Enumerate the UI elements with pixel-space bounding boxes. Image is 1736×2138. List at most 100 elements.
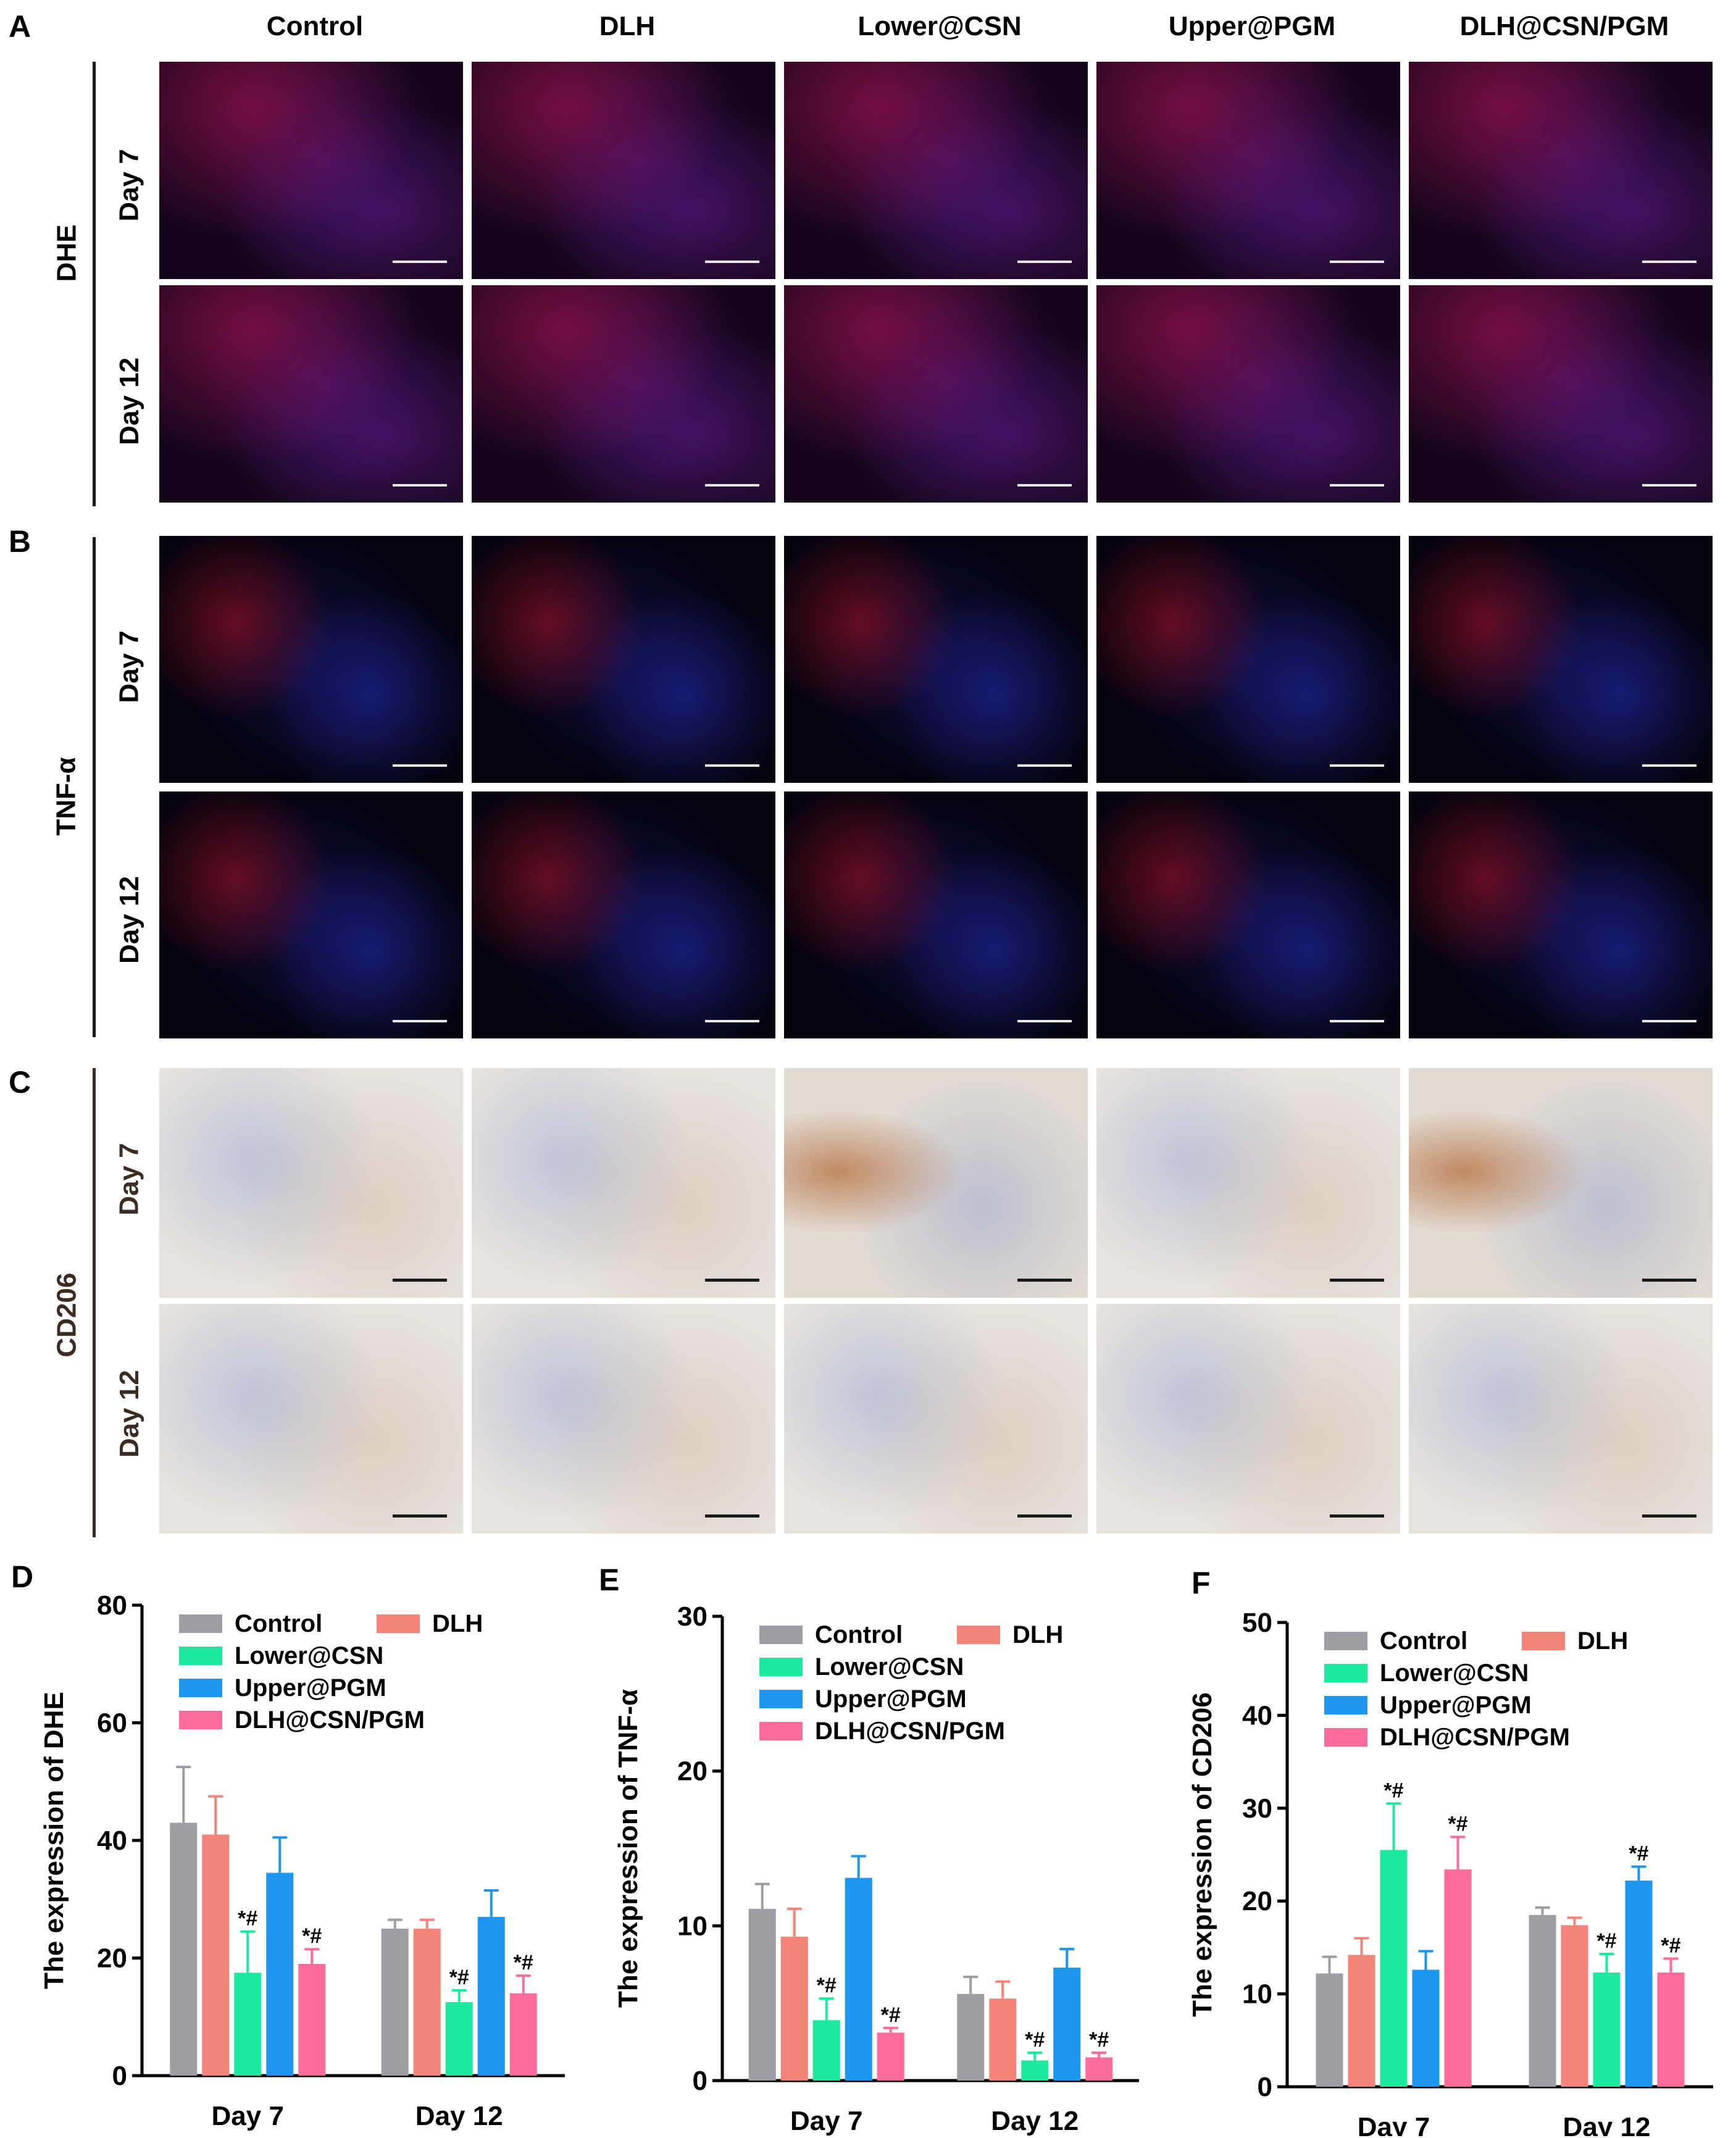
scale-bar xyxy=(1330,1514,1384,1518)
bar xyxy=(445,2002,473,2076)
y-tick-label: 10 xyxy=(677,1911,707,1941)
bar xyxy=(170,1823,198,2076)
bar xyxy=(413,1928,441,2076)
x-tick-label: Day 12 xyxy=(1563,2112,1651,2136)
chart-cd206: 0 10 20 30 40 50 The expression of CD206 Day 7 *… xyxy=(1187,1608,1713,2136)
significance-label: *# xyxy=(238,1907,257,1931)
significance-label: *# xyxy=(1025,2028,1045,2052)
bar xyxy=(234,1973,262,2076)
cd206-image-control-day12 xyxy=(159,1304,463,1534)
significance-label: *# xyxy=(514,1951,533,1974)
stain-label-cd206: CD206 xyxy=(51,1272,81,1358)
stain-label-tnf: TNF-α xyxy=(51,757,82,836)
panel-letter-d: D xyxy=(11,1560,34,1594)
legend-swatch xyxy=(759,1658,803,1676)
legend-label: DLH xyxy=(1577,1627,1628,1655)
column-header-dlh: DLH xyxy=(599,11,656,41)
scale-bar xyxy=(393,1514,447,1518)
scale-bar xyxy=(393,764,447,767)
significance-label: *# xyxy=(1089,2028,1109,2052)
panel-letter-b: B xyxy=(9,524,31,559)
legend-label: Upper@PGM xyxy=(235,1674,386,1702)
tnf-image-upper-pgm-day7 xyxy=(1096,536,1400,783)
dhe-image-lower-csn-day7 xyxy=(784,62,1088,279)
panel-letter-f: F xyxy=(1191,1566,1211,1600)
scale-bar xyxy=(1330,764,1384,767)
tnf-image-dlh-csn-pgm-day7 xyxy=(1409,536,1713,783)
y-tick-label: 20 xyxy=(1242,1886,1272,1916)
bar xyxy=(1316,1973,1343,2087)
bar xyxy=(381,1928,409,2076)
row-label-c-day7: Day 7 xyxy=(114,1143,145,1216)
legend-label: Upper@PGM xyxy=(1380,1692,1532,1719)
scale-bar xyxy=(1017,1514,1072,1518)
panel-letter-e: E xyxy=(599,1563,620,1597)
bar xyxy=(1412,1969,1440,2087)
group-divider-tnf xyxy=(93,537,96,1037)
row-label-c-day12: Day 12 xyxy=(114,1370,145,1458)
stain-label-dhe: DHE xyxy=(51,224,81,282)
scale-bar xyxy=(1330,484,1384,486)
legend-swatch xyxy=(759,1722,803,1740)
dhe-image-dlh-csn-pgm-day12 xyxy=(1409,285,1713,503)
legend-label: DLH@CSN/PGM xyxy=(1380,1724,1570,1751)
y-tick-label: 0 xyxy=(693,2066,707,2096)
chart-dhe: 0 20 40 60 80 The expression of DHE Day 7 *# *# D… xyxy=(39,1590,565,2131)
legend-label: DLH xyxy=(432,1610,483,1637)
legend-label: Upper@PGM xyxy=(815,1685,967,1713)
bar xyxy=(477,1916,505,2076)
group-divider-cd206 xyxy=(93,1068,96,1537)
tnf-image-dlh-csn-pgm-day12 xyxy=(1409,791,1713,1038)
bar xyxy=(877,2032,904,2081)
row-label-b-day7: Day 7 xyxy=(114,630,145,703)
cd206-image-dlh-day7 xyxy=(472,1068,775,1298)
dhe-image-dlh-csn-pgm-day7 xyxy=(1409,62,1713,279)
row-label-a-day12: Day 12 xyxy=(114,357,145,445)
cd206-image-control-day7 xyxy=(159,1068,463,1298)
bar xyxy=(780,1936,808,2081)
legend-label: DLH@CSN/PGM xyxy=(235,1706,425,1734)
chart-tnf: 0 10 20 30 The expression of TNF-α Day 7 *# *# D… xyxy=(613,1601,1139,2136)
column-header-control: Control xyxy=(266,11,364,41)
dhe-image-control-day12 xyxy=(159,285,463,503)
y-tick-label: 40 xyxy=(1242,1700,1272,1731)
tnf-image-control-day7 xyxy=(159,536,463,783)
legend-swatch xyxy=(179,1711,222,1729)
legend-swatch xyxy=(179,1679,222,1697)
tnf-image-dlh-day7 xyxy=(472,536,775,783)
scale-bar xyxy=(1017,1020,1072,1022)
legend-swatch xyxy=(1324,1728,1367,1747)
legend-label: DLH@CSN/PGM xyxy=(815,1718,1005,1745)
significance-label: *# xyxy=(1661,1934,1680,1957)
panel-letter-c: C xyxy=(9,1065,31,1100)
legend-swatch xyxy=(1324,1632,1367,1650)
legend-swatch xyxy=(759,1690,803,1708)
significance-label: *# xyxy=(817,1974,837,1997)
bar xyxy=(266,1873,294,2076)
y-tick-label: 10 xyxy=(1242,1979,1272,2010)
y-tick-label: 0 xyxy=(1258,2072,1272,2102)
bar xyxy=(845,1877,872,2081)
scale-bar xyxy=(1642,764,1696,767)
y-tick-label: 60 xyxy=(97,1708,127,1739)
tnf-image-control-day12 xyxy=(159,791,463,1038)
scale-bar xyxy=(1642,261,1696,263)
scale-bar xyxy=(393,1020,447,1022)
scale-bar xyxy=(1642,1514,1696,1518)
y-tick-label: 80 xyxy=(97,1590,127,1621)
x-tick-label: Day 7 xyxy=(1358,2112,1430,2136)
group-divider-dhe xyxy=(93,62,96,506)
row-label-b-day12: Day 12 xyxy=(114,876,145,964)
scale-bar xyxy=(1017,1279,1072,1282)
bar xyxy=(1053,1968,1081,2081)
legend-swatch xyxy=(377,1614,420,1633)
dhe-image-lower-csn-day12 xyxy=(784,285,1088,503)
scale-bar xyxy=(705,1279,759,1282)
legend-label: DLH xyxy=(1012,1621,1063,1648)
cd206-image-dlh-csn-pgm-day12 xyxy=(1409,1304,1713,1534)
cd206-image-upper-pgm-day7 xyxy=(1096,1068,1400,1298)
tnf-image-dlh-day12 xyxy=(472,791,775,1038)
bar xyxy=(1021,2060,1049,2081)
dhe-image-dlh-day7 xyxy=(472,62,775,279)
significance-label: *# xyxy=(449,1966,469,1989)
